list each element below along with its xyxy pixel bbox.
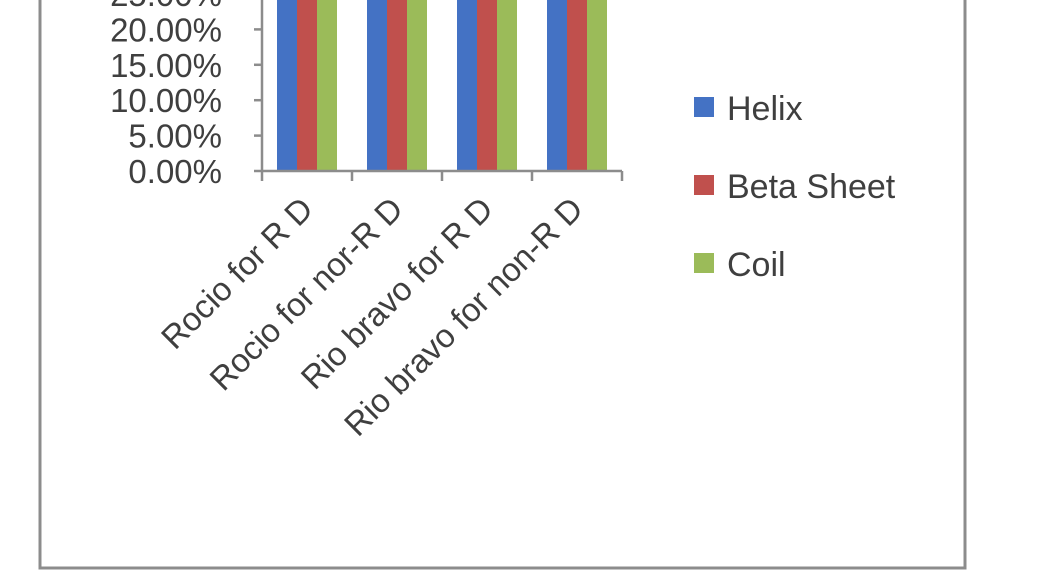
axes-layer [254, 0, 624, 181]
category-label: Rocio for R D [154, 190, 320, 356]
legend-label-helix: Helix [727, 90, 803, 128]
bar-coil-3 [497, 0, 517, 171]
bar-helix-1 [277, 0, 297, 171]
bar-coil-4 [587, 0, 607, 171]
bar-helix-2 [367, 0, 387, 171]
bars-layer [277, 0, 607, 171]
bar-beta-sheet-2 [387, 0, 407, 171]
legend-swatch-beta-sheet [694, 175, 714, 195]
y-tick-label: 5.00% [128, 118, 222, 155]
bar-coil-2 [407, 0, 427, 171]
y-tick-label: 25.00% [110, 0, 222, 13]
bar-beta-sheet-1 [297, 0, 317, 171]
bar-helix-3 [457, 0, 477, 171]
legend-label-coil: Coil [727, 246, 786, 284]
bar-coil-1 [317, 0, 337, 171]
y-tick-label: 15.00% [110, 47, 222, 84]
bar-helix-4 [547, 0, 567, 171]
legend-label-beta-sheet: Beta Sheet [727, 168, 896, 206]
y-tick-labels: 0.00%5.00%10.00%15.00%20.00%25.00% [110, 0, 222, 190]
legend: Helix Beta Sheet Coil [694, 90, 896, 284]
y-tick-label: 10.00% [110, 82, 222, 119]
chart-frame [38, 0, 967, 570]
bar-beta-sheet-4 [567, 0, 587, 171]
y-tick-label: 20.00% [110, 11, 222, 48]
legend-swatch-helix [694, 97, 714, 117]
y-tick-label: 0.00% [128, 153, 222, 190]
bar-beta-sheet-3 [477, 0, 497, 171]
legend-swatch-coil [694, 253, 714, 273]
